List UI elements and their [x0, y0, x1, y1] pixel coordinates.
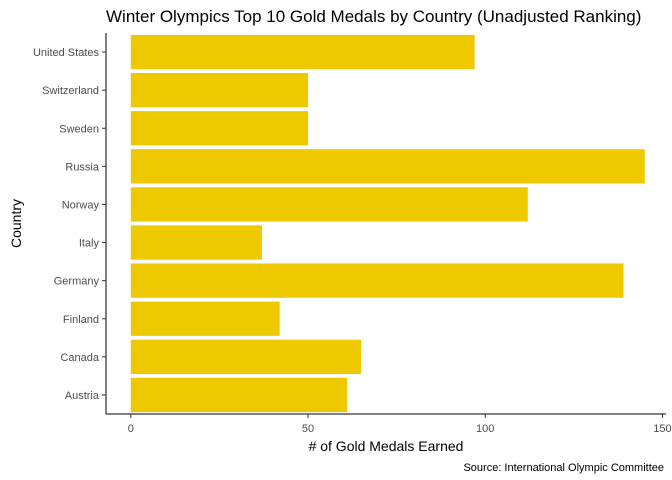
bar-united-states [130, 34, 475, 70]
y-axis-title: Country [8, 199, 24, 248]
y-tick-label: Canada [60, 352, 99, 364]
y-tick-label: Sweden [59, 123, 99, 135]
y-tick-label: Italy [79, 238, 100, 250]
bar-switzerland [130, 73, 309, 108]
y-axis-ticks: Austria Canada Finland Germany Italy Norway Ru… [33, 47, 106, 402]
chart-caption: Source: International Olympic Committee [463, 462, 664, 474]
bar-canada [130, 339, 362, 374]
bar-russia [130, 149, 645, 184]
x-tick-label: 150 [653, 423, 671, 435]
bar-norway [130, 187, 528, 222]
y-tick-label: Norway [62, 199, 100, 211]
bar-germany [130, 263, 624, 298]
y-tick-label: Finland [63, 314, 99, 326]
y-tick-label: Austria [65, 390, 100, 402]
x-tick-label: 0 [128, 423, 134, 435]
y-tick-label: Russia [65, 161, 100, 173]
bar-italy [130, 225, 262, 260]
x-axis-ticks: 0 50 100 150 [128, 414, 672, 435]
bar-finland [130, 301, 280, 336]
x-axis-title: # of Gold Medals Earned [309, 438, 464, 454]
y-tick-label: United States [33, 47, 100, 59]
bar-austria [130, 377, 348, 413]
x-tick-label: 50 [302, 423, 314, 435]
bars-group [130, 34, 645, 413]
x-tick-label: 100 [476, 423, 494, 435]
chart-title: Winter Olympics Top 10 Gold Medals by Co… [106, 7, 641, 26]
y-tick-label: Switzerland [42, 85, 99, 97]
y-tick-label: Germany [54, 276, 100, 288]
bar-sweden [130, 111, 309, 146]
